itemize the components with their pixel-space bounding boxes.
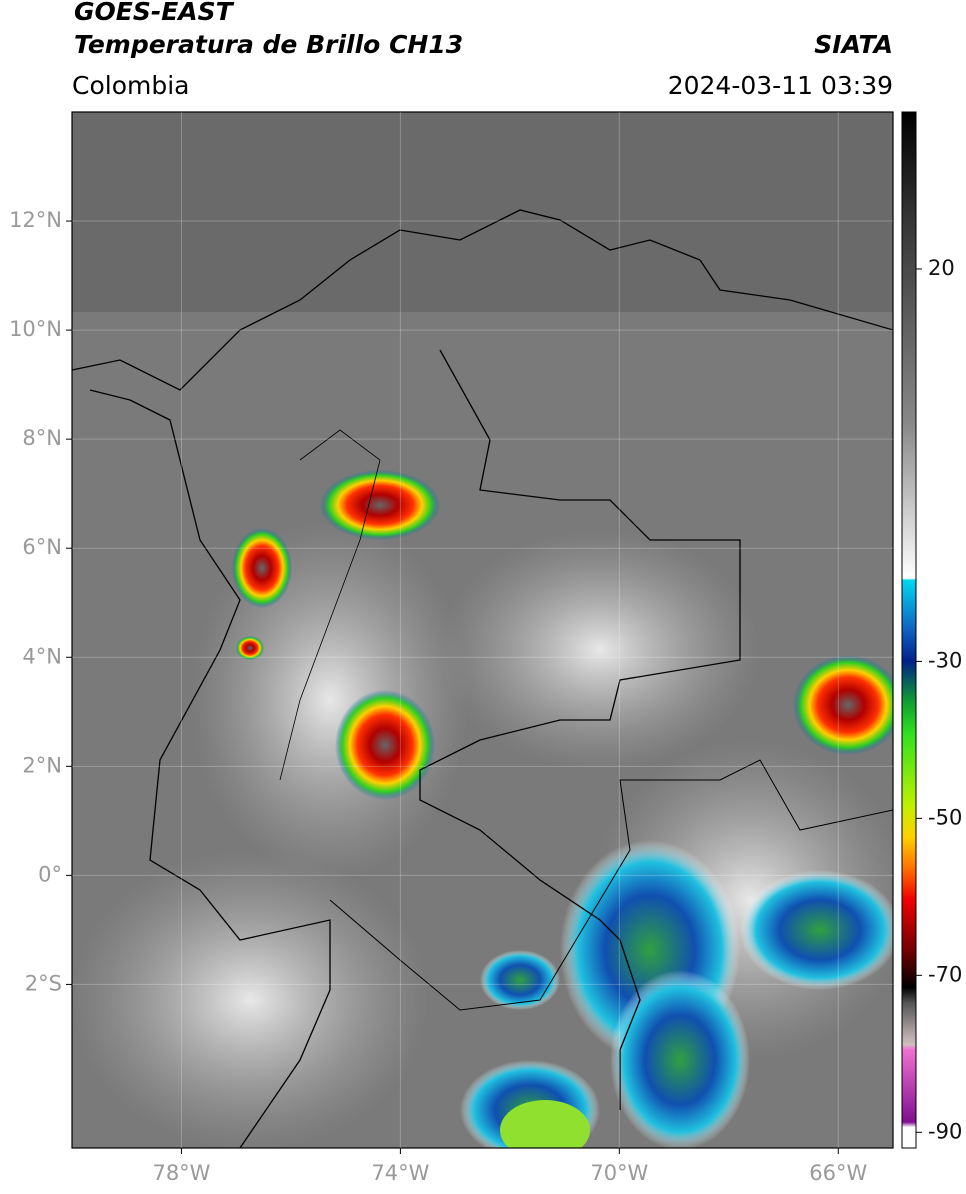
colorbar (901, 111, 917, 1149)
colorbar-tick-label: -50 (928, 805, 962, 829)
y-tick-label: 4°N (22, 644, 62, 668)
region: Colombia (72, 71, 189, 100)
colorbar-tick-label: -90 (928, 1119, 962, 1143)
x-tick-label: 78°W (152, 1161, 210, 1185)
colorbar-tick-label: 20 (928, 256, 955, 280)
datetime: 2024-03-11 03:39 (668, 71, 893, 100)
y-tick-label: 10°N (9, 317, 62, 341)
y-tick-label: 2°S (25, 971, 62, 995)
title: GOES-EAST (74, 0, 235, 26)
y-tick-label: 0° (38, 862, 62, 886)
subtitle: Temperatura de Brillo CH13 (74, 30, 463, 59)
y-tick-label: 12°N (9, 208, 62, 232)
map-frame (71, 111, 894, 1149)
x-tick-label: 74°W (371, 1161, 429, 1185)
source: SIATA (814, 30, 893, 59)
y-tick-label: 2°N (22, 753, 62, 777)
y-tick-label: 6°N (22, 535, 62, 559)
colorbar-tick-label: -70 (928, 962, 962, 986)
colorbar-tick-label: -30 (928, 648, 962, 672)
map-image (72, 112, 893, 1148)
x-tick-label: 70°W (590, 1161, 648, 1185)
y-tick-label: 8°N (22, 426, 62, 450)
x-tick-label: 66°W (809, 1161, 867, 1185)
